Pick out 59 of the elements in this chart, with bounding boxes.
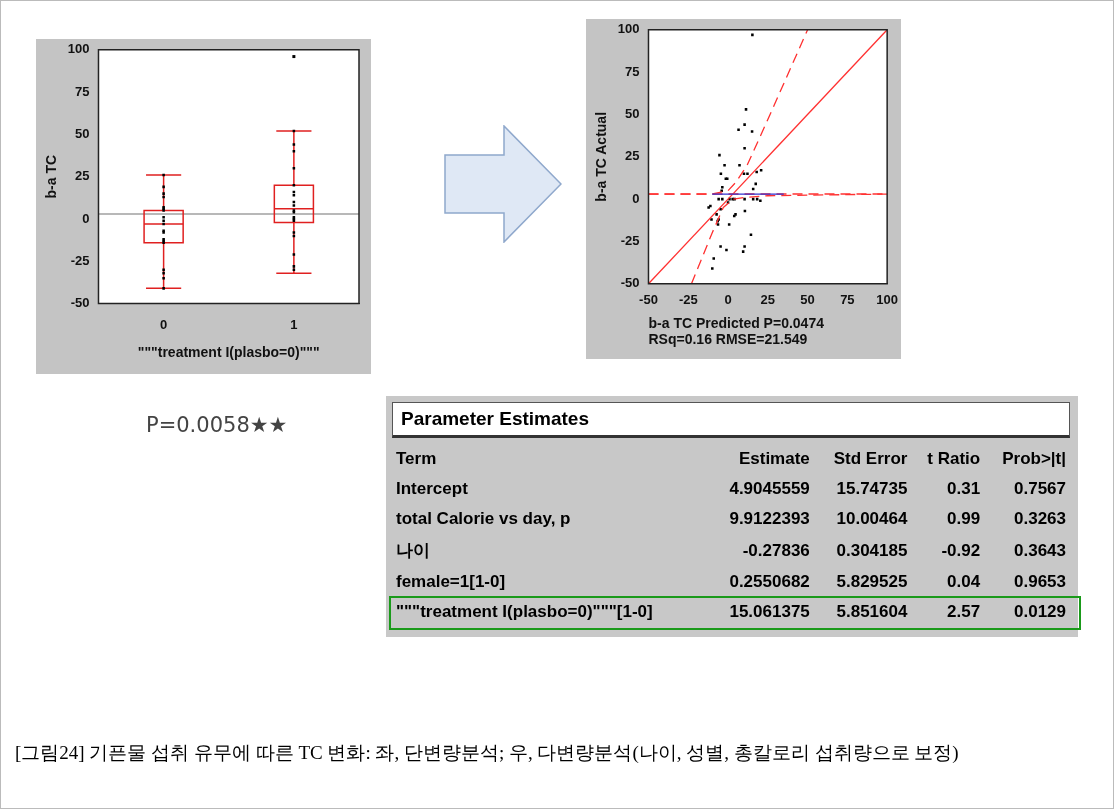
text: 0.04 xyxy=(947,572,981,591)
y-tick-label: 50 xyxy=(625,106,640,122)
x-axis-title: b-a TC Predicted P=0.0474 xyxy=(648,314,825,331)
y-tick-label: 0 xyxy=(82,210,90,226)
y-tick-label: 75 xyxy=(625,63,640,79)
text: -0.92 xyxy=(941,540,981,560)
x-tick-label: 25 xyxy=(760,292,776,308)
text: 4.9045559 xyxy=(729,479,810,498)
text: 0.0129 xyxy=(1014,602,1066,621)
text: 15.061375 xyxy=(729,602,810,621)
x-tick-label: -25 xyxy=(678,292,698,308)
text: RSq=0.16 RMSE=21.549 xyxy=(648,331,808,348)
text: -0.27836 xyxy=(742,540,810,560)
text: 0.304185 xyxy=(836,540,908,560)
text: 0.2550682 xyxy=(729,572,810,591)
text: 15.74735 xyxy=(836,479,908,498)
y-tick-label: -25 xyxy=(70,252,90,268)
text: 0.99 xyxy=(947,509,981,528)
x-tick-label: 1 xyxy=(290,316,298,332)
y-tick-label: 75 xyxy=(75,83,90,99)
text: [그림24] 기픈물 섭취 유무에 따른 TC 변화: 좌, 단변량분석; 우, 다변량분석(나이, 성별, 총칼로리 섭취량으로 보정) xyxy=(15,741,960,765)
y-tick-label: 50 xyxy=(75,125,90,141)
category-label: 나이 xyxy=(396,541,430,560)
y-tick-label: -50 xyxy=(620,275,640,291)
category-label: Std Error xyxy=(832,448,909,470)
text: Parameter Estimates xyxy=(392,402,1070,438)
y-tick-label: 100 xyxy=(617,21,640,37)
x-tick-label: 75 xyxy=(840,292,855,308)
y-tick-label: -25 xyxy=(620,233,640,249)
y-tick-label: 25 xyxy=(625,148,640,164)
text: 0.9653 xyxy=(1014,572,1066,591)
category-label: Intercept xyxy=(396,479,468,498)
x-axis-title: """treatment I(plasbo=0)""" xyxy=(137,344,320,361)
text: 2.57 xyxy=(947,602,981,621)
y-axis-title: b-a TC Actual xyxy=(593,111,610,202)
y-tick-label: 0 xyxy=(632,190,640,206)
text: 5.829525 xyxy=(836,572,908,591)
y-tick-label: 25 xyxy=(75,168,90,184)
text: P=0.0058★★ xyxy=(146,413,288,437)
x-tick-label: -50 xyxy=(639,292,658,308)
category-label: t Ratio xyxy=(926,448,982,470)
category-label: total Calorie vs day, p xyxy=(396,509,571,528)
text: 9.9122393 xyxy=(729,509,810,528)
x-tick-label: 100 xyxy=(876,292,899,308)
text: 5.851604 xyxy=(836,602,908,621)
text: 0.31 xyxy=(947,479,981,498)
y-tick-label: 100 xyxy=(67,41,90,57)
category-label: """treatment I(plasbo=0)"""[1-0] xyxy=(396,602,653,621)
text: Term xyxy=(395,448,438,470)
category-label: Estimate xyxy=(737,448,811,470)
text: 0.3263 xyxy=(1014,509,1066,528)
text: 10.00464 xyxy=(836,509,908,528)
text: 0.7567 xyxy=(1014,479,1066,498)
y-axis-title: b-a TC xyxy=(43,154,60,199)
x-tick-label: 50 xyxy=(800,292,815,308)
category-label: Prob>|t| xyxy=(1001,448,1067,470)
x-tick-label: 0 xyxy=(724,292,732,308)
text: 0.3643 xyxy=(1014,540,1066,560)
category-label: female=1[1-0] xyxy=(396,572,506,591)
